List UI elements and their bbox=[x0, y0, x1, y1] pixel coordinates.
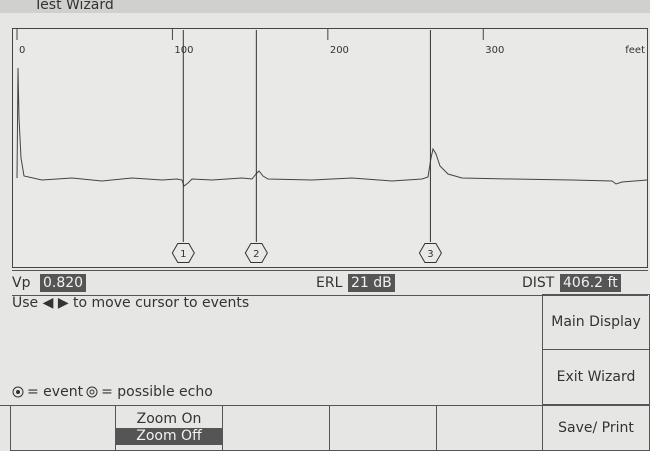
x-tick-label: 300 bbox=[485, 45, 504, 56]
dist-value: 406.2 ft bbox=[560, 274, 621, 292]
erl-value: 21 dB bbox=[348, 274, 395, 292]
screen: Test Wizard 0 100 200 300 feet 1 2 3 Vp 0.820 E… bbox=[0, 0, 650, 451]
legend-echo: = possible echo bbox=[101, 384, 213, 400]
x-unit-label: feet bbox=[625, 45, 645, 56]
zoom-on[interactable]: Zoom On bbox=[137, 411, 202, 428]
echo-icon bbox=[86, 386, 98, 398]
instruction: Use ◀ ▶ to move cursor to events bbox=[12, 295, 249, 311]
zoom-off[interactable]: Zoom Off bbox=[116, 428, 222, 445]
save-print-button[interactable]: Save/ Print bbox=[542, 405, 650, 451]
softkey-5[interactable] bbox=[436, 405, 543, 451]
exit-wizard-button[interactable]: Exit Wizard bbox=[542, 349, 650, 405]
window-title: Test Wizard bbox=[34, 0, 114, 13]
event-icon bbox=[12, 386, 24, 398]
erl-label: ERL bbox=[316, 271, 342, 295]
dist-label: DIST bbox=[522, 271, 554, 295]
status-bar: Vp 0.820 ERL 21 dB DIST 406.2 ft bbox=[12, 270, 648, 296]
cursor-label: 2 bbox=[253, 249, 259, 260]
vp-label: Vp bbox=[12, 271, 30, 295]
softkey-1[interactable] bbox=[10, 405, 116, 451]
zoom-softkey[interactable]: Zoom On Zoom Off bbox=[115, 405, 223, 451]
cursor-label: 3 bbox=[427, 249, 433, 260]
legend: = event = possible echo bbox=[12, 384, 213, 400]
cursor-label: 1 bbox=[180, 249, 186, 260]
x-tick-label: 200 bbox=[330, 45, 349, 56]
plot-frame bbox=[13, 29, 648, 268]
x-tick-label: 100 bbox=[174, 45, 193, 56]
trace-plot: 0 100 200 300 feet 1 2 3 bbox=[12, 28, 648, 268]
softkey-3[interactable] bbox=[222, 405, 330, 451]
main-display-button[interactable]: Main Display bbox=[542, 294, 650, 350]
softkey-4[interactable] bbox=[329, 405, 437, 451]
legend-event: = event bbox=[27, 384, 83, 400]
x-tick-label: 0 bbox=[19, 45, 25, 56]
vp-value: 0.820 bbox=[40, 274, 86, 292]
